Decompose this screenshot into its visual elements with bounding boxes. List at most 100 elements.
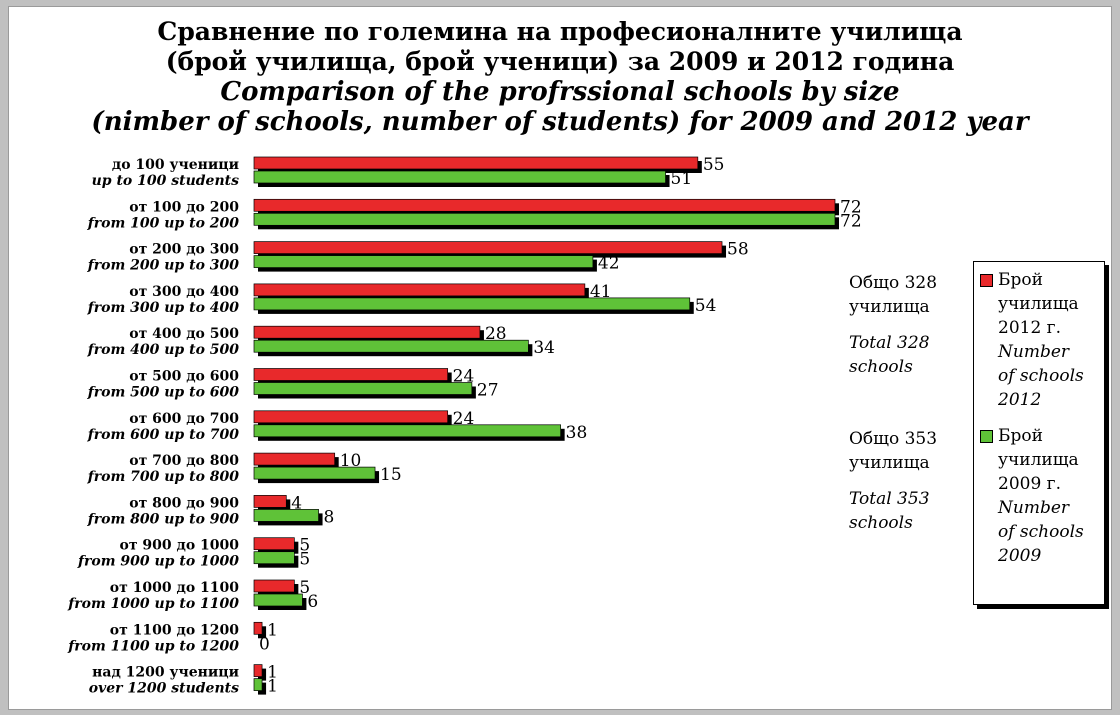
category-label-en: from 1000 up to 1100 (67, 596, 239, 612)
bar (253, 339, 529, 353)
legend-item-2009: Брой училища 2009 г. Number of schools 2… (980, 424, 1104, 568)
category-label: от 200 до 300 (129, 242, 239, 258)
data-label: 58 (727, 240, 749, 260)
bar (253, 212, 836, 226)
data-label: 6 (307, 592, 318, 612)
data-label: 0 (259, 634, 270, 654)
chart-subtitle: Comparison of the profrssional schools b… (220, 77, 900, 107)
bar (253, 241, 723, 254)
chart-frame: Сравнение по големина на професионалните… (8, 6, 1112, 710)
bar (253, 283, 586, 297)
legend-line: of schools (998, 366, 1084, 386)
data-label: 34 (533, 338, 555, 358)
category-label-en: from 700 up to 800 (87, 469, 240, 485)
category-label-en: from 200 up to 300 (87, 258, 240, 274)
category-label: от 1000 до 1100 (110, 580, 239, 596)
category-label: от 800 до 900 (129, 495, 239, 511)
bar (253, 509, 319, 522)
legend-label-2012: Брой училища 2012 г. Number of schools 2… (998, 268, 1084, 412)
bar (253, 297, 691, 311)
legend-label-2009: Брой училища 2009 г. Number of schools 2… (998, 424, 1084, 568)
category-label-en: from 900 up to 1000 (77, 554, 239, 570)
bar (253, 368, 449, 381)
data-label: 10 (340, 451, 362, 471)
category-label-en: up to 100 students (92, 173, 239, 189)
legend-line: Number (998, 498, 1070, 518)
category-label: от 100 до 200 (129, 199, 239, 215)
data-label: 28 (485, 324, 507, 344)
data-label: 1 (267, 663, 278, 683)
legend: Брой училища 2012 г. Number of schools 2… (973, 261, 1105, 605)
legend-item-2012: Брой училища 2012 г. Number of schools 2… (980, 268, 1104, 412)
bar (253, 452, 336, 466)
data-label: 8 (324, 507, 335, 527)
category-label-en: from 300 up to 400 (87, 300, 240, 316)
chart-subtitle-line2: (nimber of schools, number of students) … (91, 107, 1029, 137)
legend-swatch-2012 (980, 274, 993, 287)
category-label: от 600 до 700 (129, 411, 239, 427)
bar (253, 198, 836, 212)
bar (253, 156, 699, 170)
data-label: 72 (840, 197, 862, 217)
category-label: от 500 до 600 (129, 369, 239, 385)
legend-line: 2009 (998, 546, 1042, 566)
data-label: 41 (590, 282, 612, 302)
category-label: над 1200 ученици (92, 665, 239, 681)
bar (253, 551, 295, 565)
data-label: 5 (299, 578, 310, 598)
category-label-en: from 400 up to 500 (87, 342, 240, 358)
bar (253, 593, 303, 607)
legend-line: училища (998, 294, 1079, 314)
category-label-en: from 1100 up to 1200 (67, 638, 239, 654)
total-2009: Общо 353 училища Total 353 schools (849, 427, 969, 535)
category-label: от 400 до 500 (129, 326, 239, 342)
data-label: 1 (267, 620, 278, 640)
data-label: 72 (840, 211, 862, 231)
category-label-en: from 100 up to 200 (87, 215, 240, 231)
bar (253, 678, 263, 691)
bar (253, 537, 295, 551)
data-label: 24 (453, 367, 475, 387)
legend-line: Брой (998, 270, 1043, 290)
total-2009-en: Total 353 schools (849, 489, 930, 533)
category-label-en: from 600 up to 700 (87, 427, 240, 443)
bar (253, 410, 449, 424)
data-label: 51 (671, 169, 693, 189)
chart-title-line2: (брой училища, брой ученици) за 2009 и 2… (165, 47, 955, 76)
total-2012-en: Total 328 schools (849, 333, 930, 377)
chart-title: Сравнение по големина на професионалните… (157, 17, 963, 46)
bar (253, 495, 287, 508)
bar (253, 382, 473, 395)
data-label: 1 (267, 677, 278, 697)
data-label: 5 (299, 550, 310, 570)
category-label-en: from 800 up to 900 (87, 511, 240, 527)
data-label: 42 (598, 254, 620, 274)
legend-swatch-2009 (980, 430, 993, 443)
legend-line: 2012 г. (998, 318, 1061, 338)
data-label: 38 (566, 423, 588, 443)
data-label: 15 (380, 465, 402, 485)
category-label: от 300 до 400 (129, 284, 239, 300)
total-2012-bg: Общо 328 училища (849, 273, 938, 317)
total-2009-bg: Общо 353 училища (849, 429, 938, 473)
data-label: 54 (695, 296, 717, 316)
category-label-en: from 500 up to 600 (87, 385, 240, 401)
category-label: от 1100 до 1200 (110, 622, 239, 638)
data-label: 24 (453, 409, 475, 429)
chart-titles: Сравнение по големина на професионалните… (9, 17, 1111, 137)
category-label: от 900 до 1000 (120, 538, 240, 554)
data-label: 4 (291, 493, 302, 513)
bar (253, 466, 376, 480)
legend-line: училища (998, 450, 1079, 470)
legend-line: 2009 г. (998, 474, 1061, 494)
data-label: 5 (299, 536, 310, 556)
data-label: 55 (703, 155, 725, 175)
totals-panel: Общо 328 училища Total 328 schools Общо … (849, 271, 969, 563)
total-2012: Общо 328 училища Total 328 schools (849, 271, 969, 379)
bar (253, 255, 594, 268)
data-label: 27 (477, 381, 499, 401)
legend-line: of schools (998, 522, 1084, 542)
bar (253, 579, 295, 593)
bar (253, 621, 263, 635)
bar (253, 424, 561, 438)
